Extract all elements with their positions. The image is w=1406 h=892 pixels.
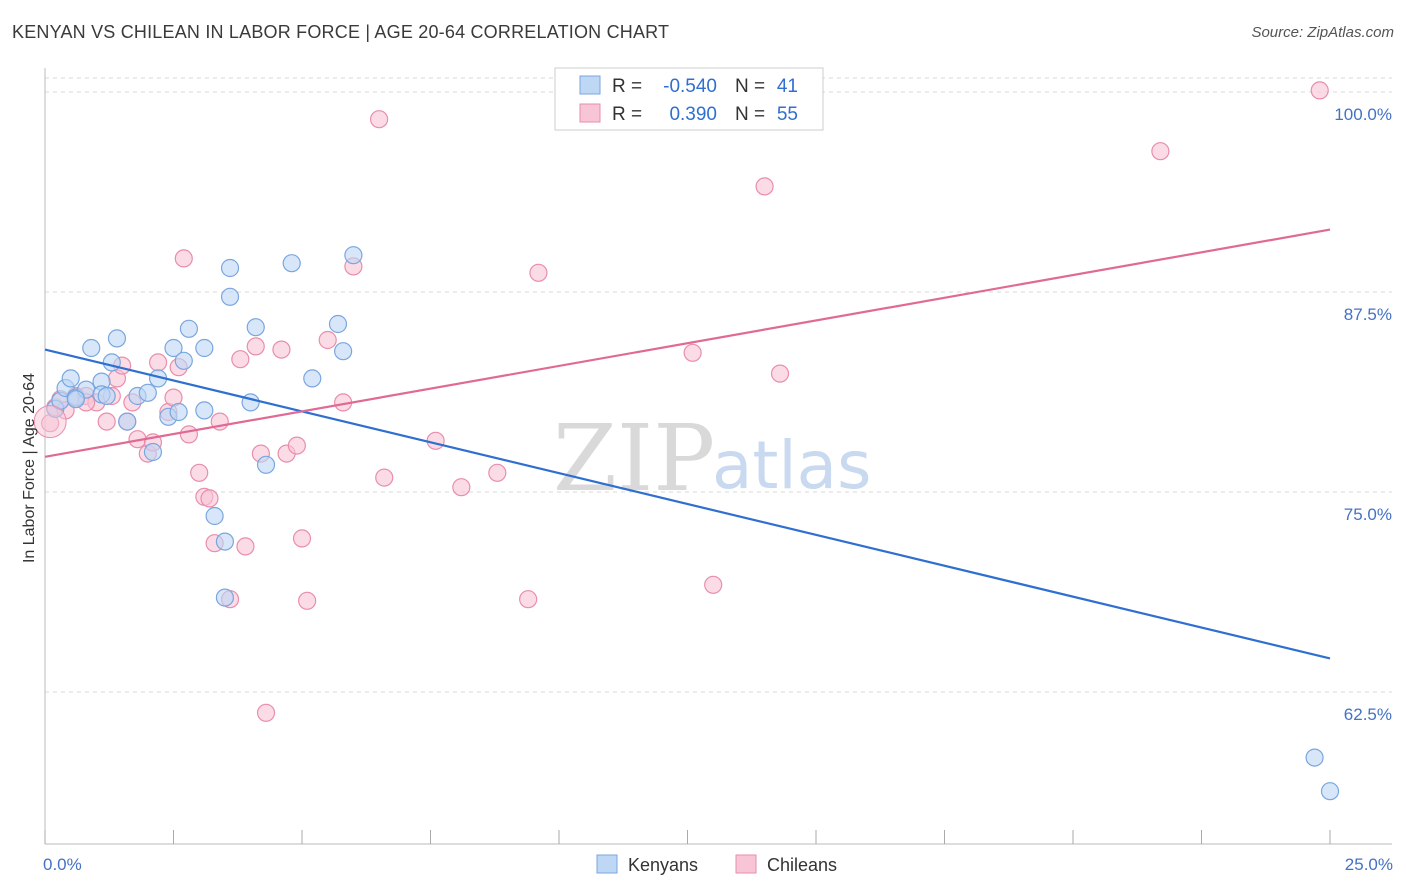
legend-swatch-chileans-bottom bbox=[735, 854, 757, 874]
data-point-chileans bbox=[272, 340, 291, 359]
legend-r-label-kenyans: R = bbox=[612, 76, 642, 97]
legend-n-label-kenyans: N = bbox=[735, 76, 765, 97]
legend-swatch-kenyans-bottom bbox=[596, 854, 618, 874]
chart-title: KENYAN VS CHILEAN IN LABOR FORCE | AGE 2… bbox=[12, 22, 670, 42]
data-point-kenyans bbox=[102, 353, 121, 372]
data-point-kenyans bbox=[195, 338, 214, 358]
data-point-chileans bbox=[33, 405, 67, 439]
data-point-kenyans bbox=[97, 386, 116, 406]
legend-n-value-kenyans: 41 bbox=[777, 76, 798, 97]
data-point-chileans bbox=[519, 590, 538, 609]
data-point-kenyans bbox=[205, 506, 224, 526]
data-point-kenyans bbox=[174, 351, 193, 370]
data-point-kenyans bbox=[220, 258, 240, 278]
legend-r-value-chileans: 0.390 bbox=[669, 104, 717, 125]
data-point-chileans bbox=[318, 330, 337, 350]
data-point-chileans bbox=[190, 463, 209, 482]
data-point-chileans bbox=[236, 537, 255, 556]
data-point-chileans bbox=[246, 337, 265, 356]
data-point-kenyans bbox=[82, 338, 101, 358]
data-point-kenyans bbox=[220, 287, 240, 306]
data-point-chileans bbox=[375, 468, 394, 487]
data-point-chileans bbox=[179, 425, 199, 444]
watermark: ZIP atlas bbox=[553, 405, 872, 512]
data-point-kenyans bbox=[334, 342, 353, 361]
data-point-kenyans bbox=[169, 402, 188, 422]
y-axis-label: In Labor Force | Age 20-64 bbox=[21, 373, 38, 563]
trend-line-chileans bbox=[44, 228, 1331, 458]
data-point-kenyans bbox=[215, 532, 234, 551]
y-tick-label: 75.0% bbox=[1344, 505, 1392, 524]
data-point-chileans bbox=[1151, 142, 1170, 161]
y-tick-label: 100.0% bbox=[1334, 105, 1392, 124]
data-point-chileans bbox=[683, 343, 702, 362]
data-points bbox=[33, 81, 1340, 801]
series-legend: Kenyans Chileans bbox=[596, 854, 837, 875]
data-point-kenyans bbox=[66, 390, 85, 409]
data-point-kenyans bbox=[246, 318, 265, 337]
data-point-kenyans bbox=[195, 401, 214, 420]
chart-source: Source: ZipAtlas.com bbox=[1251, 24, 1394, 41]
legend-n-label-chileans: N = bbox=[735, 104, 765, 125]
y-tick-label: 87.5% bbox=[1344, 305, 1392, 324]
legend-r-value-kenyans: -0.540 bbox=[663, 76, 717, 97]
data-point-kenyans bbox=[344, 246, 363, 265]
data-point-kenyans bbox=[118, 412, 137, 431]
data-point-chileans bbox=[452, 478, 471, 497]
data-point-chileans bbox=[426, 431, 445, 450]
correlation-legend: R = -0.540 N = 41 R = 0.390 N = 55 bbox=[554, 67, 824, 131]
data-point-kenyans bbox=[328, 314, 348, 334]
data-point-kenyans bbox=[215, 588, 234, 607]
data-point-kenyans bbox=[179, 319, 199, 338]
data-point-chileans bbox=[488, 463, 507, 482]
data-point-kenyans bbox=[1305, 748, 1324, 767]
data-point-chileans bbox=[370, 110, 389, 129]
data-point-kenyans bbox=[61, 369, 80, 388]
watermark-zip: ZIP bbox=[553, 405, 715, 512]
data-point-chileans bbox=[256, 703, 276, 722]
data-point-kenyans bbox=[303, 369, 322, 388]
data-point-chileans bbox=[529, 263, 548, 282]
y-tick-label: 62.5% bbox=[1344, 705, 1392, 724]
data-point-chileans bbox=[148, 353, 168, 372]
data-point-chileans bbox=[287, 436, 306, 455]
data-point-kenyans bbox=[282, 254, 301, 273]
x-tick-label: 0.0% bbox=[43, 855, 82, 874]
data-point-chileans bbox=[704, 575, 723, 594]
data-point-chileans bbox=[770, 364, 790, 383]
data-point-chileans bbox=[174, 249, 193, 268]
trend-lines bbox=[44, 228, 1331, 660]
data-point-kenyans bbox=[164, 338, 183, 358]
legend-r-label-chileans: R = bbox=[612, 104, 642, 125]
data-point-kenyans bbox=[107, 329, 127, 348]
legend-label-chileans: Chileans bbox=[767, 855, 837, 875]
data-point-chileans bbox=[755, 177, 774, 196]
data-point-chileans bbox=[200, 489, 219, 508]
trend-line-kenyans bbox=[44, 348, 1331, 660]
data-point-chileans bbox=[97, 412, 116, 431]
data-point-chileans bbox=[292, 529, 312, 548]
data-point-kenyans bbox=[1320, 782, 1340, 801]
data-point-kenyans bbox=[143, 442, 163, 462]
legend-n-value-chileans: 55 bbox=[777, 104, 798, 125]
legend-swatch-kenyans bbox=[579, 75, 601, 95]
legend-label-kenyans: Kenyans bbox=[628, 855, 698, 875]
data-point-chileans bbox=[298, 591, 317, 610]
data-point-chileans bbox=[1310, 81, 1329, 100]
watermark-atlas: atlas bbox=[712, 427, 872, 504]
x-tick-label: 25.0% bbox=[1345, 855, 1393, 874]
data-point-chileans bbox=[231, 350, 250, 369]
data-point-kenyans bbox=[256, 455, 276, 474]
data-point-kenyans bbox=[138, 383, 157, 402]
legend-swatch-chileans bbox=[579, 103, 601, 123]
